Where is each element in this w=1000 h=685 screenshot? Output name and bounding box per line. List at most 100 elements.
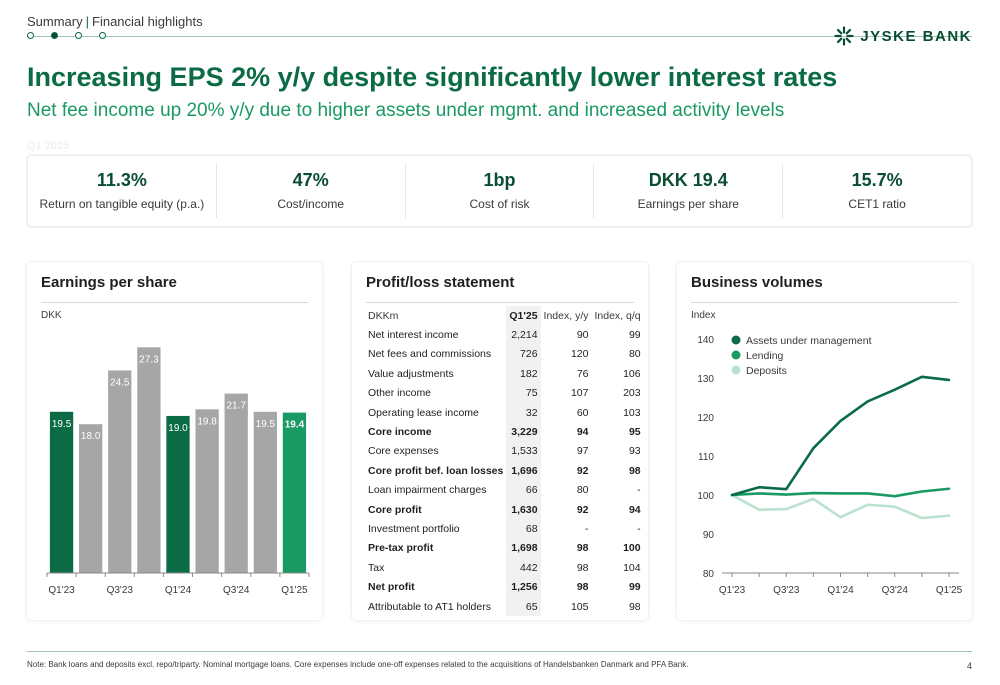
row-label: Investment portfolio	[368, 522, 460, 535]
eps-bar	[253, 411, 277, 573]
row-label: Value adjustments	[368, 367, 454, 380]
eps-value-label: 21.7	[226, 401, 246, 412]
legend-marker	[731, 365, 741, 375]
table-row: Value adjustments 182 76 106	[365, 364, 644, 384]
legend-marker	[731, 335, 741, 345]
progress-dot[interactable]	[75, 32, 82, 39]
cell-index-qq: 95	[628, 426, 641, 439]
cell-index-qq: 203	[623, 387, 641, 400]
row-label: Pre-tax profit	[368, 542, 434, 555]
x-tick-label: Q1'24	[165, 585, 192, 596]
table-row: Core income 3,229 94 95	[365, 422, 644, 442]
business-volumes-line-chart: 80 90 100 110 120 130 140 Q1'23 Q3'23 Q1'24 Q3'24 Q…	[697, 335, 963, 596]
kpi-value: 11.3%	[96, 170, 147, 190]
eps-value-label: 19.8	[197, 416, 217, 427]
table-row: Pre-tax profit 1,698 98 100	[365, 538, 644, 559]
x-tick-label: Q3'23	[773, 585, 800, 596]
eps-value-label: 27.3	[139, 354, 159, 365]
y-tick-label: 120	[697, 413, 714, 424]
cell-index-yy: 92	[576, 503, 589, 516]
jyske-bank-logo: JYSKE BANK	[834, 26, 972, 46]
kpi-label: Return on tangible equity (p.a.)	[39, 197, 205, 211]
cell-index-qq: 104	[623, 561, 641, 574]
x-tick-label: Q1'24	[827, 585, 854, 596]
eps-bar	[224, 393, 248, 573]
progress-dot[interactable]	[27, 32, 34, 39]
x-tick-label: Q1'25	[936, 585, 963, 596]
progress-dot[interactable]	[99, 32, 106, 39]
column-header: Index, y/y	[543, 309, 589, 322]
eps-bar	[108, 370, 132, 573]
y-tick-label: 130	[697, 374, 714, 385]
cell-q1-25: 66	[506, 480, 541, 500]
legend-label: Lending	[746, 350, 784, 362]
header-divider	[27, 36, 972, 37]
kpi-label: Cost of risk	[469, 197, 530, 211]
x-tick-label: Q1'23	[48, 585, 75, 596]
row-label: Net profit	[368, 581, 415, 594]
cell-index-yy: 120	[570, 348, 589, 361]
panel-title: Business volumes	[691, 274, 823, 291]
kpi-value: DKK 19.4	[648, 170, 728, 190]
cell-q1-25: 68	[506, 519, 541, 539]
cell-q1-25: 726	[506, 344, 541, 365]
column-header: Q1'25	[506, 306, 541, 326]
kpi-cet1: 15.7% CET1 ratio	[783, 164, 971, 218]
cell-index-yy: 90	[576, 329, 589, 342]
cell-q1-25: 1,696	[506, 461, 541, 481]
cell-index-yy: 80	[576, 484, 589, 497]
progress-dot-active[interactable]	[51, 32, 58, 39]
table-row: Operating lease income 32 60 103	[365, 402, 644, 423]
cell-q1-25: 1,698	[506, 538, 541, 559]
kpi-label: CET1 ratio	[848, 197, 906, 211]
cell-index-qq: 99	[628, 329, 641, 342]
eps-value-label: 19.4	[285, 420, 305, 431]
eps-bar	[49, 411, 74, 573]
cell-q1-25: 65	[506, 596, 541, 617]
x-tick-label: Q1'25	[281, 585, 308, 596]
cell-index-qq: 103	[623, 406, 641, 419]
cell-index-yy: 60	[576, 406, 589, 419]
eps-panel: Earnings per share DKK 19.5 Q1'23 18.0 24.5…	[27, 262, 322, 620]
row-label: Net fees and commissions	[368, 348, 492, 361]
business-volumes-panel: Business volumes Index 80 90 100 110 120 130 1…	[677, 262, 972, 620]
kpi-value: 1bp	[483, 170, 516, 190]
cell-q1-25: 2,214	[506, 325, 541, 345]
eps-value-label: 19.5	[52, 419, 72, 430]
eps-bar	[195, 409, 219, 573]
period-label: Q1 2025	[27, 140, 70, 152]
series-line-assets-under-management	[730, 375, 951, 497]
table-row: Other income 75 107 203	[365, 383, 644, 403]
row-label: Core profit	[368, 503, 422, 516]
cell-index-qq: 80	[628, 348, 641, 361]
breadcrumb-separator: |	[85, 14, 90, 29]
bank-logo-icon	[834, 26, 854, 46]
kpi-cost-of-risk: 1bp Cost of risk	[406, 164, 595, 218]
cell-index-yy: 97	[576, 445, 589, 458]
cell-index-yy: 98	[576, 561, 589, 574]
cell-index-yy: 94	[576, 426, 589, 439]
progress-dots	[27, 32, 127, 41]
cell-q1-25: 182	[506, 364, 541, 384]
breadcrumb: Summary | Financial highlights	[27, 14, 203, 29]
panel-title: Earnings per share	[41, 274, 177, 291]
logo-text: JYSKE BANK	[860, 27, 972, 45]
breadcrumb-section[interactable]: Summary	[27, 14, 83, 29]
kpi-eps: DKK 19.4 Earnings per share	[594, 164, 784, 218]
kpi-cost-income: 47% Cost/income	[217, 164, 406, 218]
y-tick-label: 140	[697, 335, 714, 346]
cell-index-qq: -	[637, 484, 641, 497]
cell-index-yy: 92	[576, 464, 589, 477]
table-row: Net profit 1,256 98 99	[365, 577, 644, 597]
table-row: Net fees and commissions 726 120 80	[365, 344, 644, 365]
table-row: Attributable to AT1 holders 65 105 98	[365, 596, 644, 617]
cell-index-yy: -	[585, 522, 589, 535]
cell-index-qq: 94	[628, 503, 641, 516]
table-row: Net interest income 2,214 90 99	[365, 325, 644, 345]
pl-table: DKKm Q1'25 Index, y/y Index, q/q Net int…	[365, 306, 644, 617]
table-row: Tax 442 98 104	[365, 558, 644, 578]
kpi-rote: 11.3% Return on tangible equity (p.a.)	[28, 164, 217, 218]
cell-index-yy: 107	[570, 387, 589, 400]
cell-q1-25: 32	[506, 402, 541, 423]
cell-index-qq: 98	[628, 464, 641, 477]
